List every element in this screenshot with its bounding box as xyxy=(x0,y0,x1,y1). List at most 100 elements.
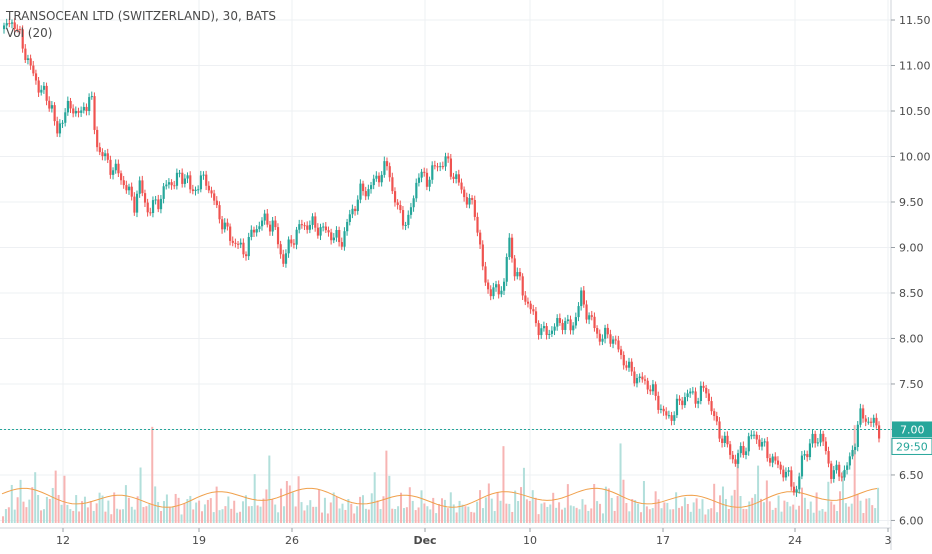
candle xyxy=(274,220,277,228)
candle xyxy=(64,112,67,123)
volume-bar xyxy=(642,481,645,523)
volume-bar xyxy=(376,500,379,523)
volume-bar xyxy=(359,496,362,523)
volume-bar xyxy=(616,496,619,523)
candle xyxy=(354,208,357,212)
volume-bar xyxy=(704,514,707,523)
candle xyxy=(463,189,466,198)
volume-bar xyxy=(798,505,801,523)
candle xyxy=(431,165,434,180)
candle xyxy=(420,171,423,178)
volume-bar xyxy=(303,510,306,523)
candle xyxy=(319,227,322,236)
candle xyxy=(98,147,101,153)
candle xyxy=(776,460,780,465)
volume-bar xyxy=(607,488,610,523)
candle xyxy=(53,105,56,122)
volume-bar xyxy=(853,425,856,523)
candle xyxy=(651,384,655,392)
candle xyxy=(181,172,184,184)
volume-bar xyxy=(136,496,139,523)
volume-bar xyxy=(332,492,335,523)
candle xyxy=(628,361,631,368)
candle xyxy=(69,100,72,109)
volume-bar xyxy=(686,503,689,523)
candle xyxy=(362,183,365,192)
candle xyxy=(96,129,99,148)
candle xyxy=(215,200,218,206)
volume-bar xyxy=(221,509,224,523)
candle xyxy=(569,319,572,331)
volume-bar xyxy=(402,508,405,523)
candle xyxy=(755,434,758,440)
candle xyxy=(202,174,205,176)
candle xyxy=(606,327,609,335)
volume-bar xyxy=(280,488,283,523)
volume-bar xyxy=(710,508,713,523)
volume-bar xyxy=(294,506,297,523)
volume-bar xyxy=(487,483,490,523)
candle xyxy=(189,175,192,190)
countdown-label: 29:50 xyxy=(896,440,928,453)
volume-bar xyxy=(441,498,443,523)
candle xyxy=(218,205,221,220)
candle xyxy=(247,236,250,257)
volume-bar xyxy=(856,493,859,523)
candle xyxy=(242,242,245,255)
volume-bar xyxy=(101,495,104,523)
volume-bar xyxy=(180,514,183,523)
candle xyxy=(311,216,314,225)
volume-bar xyxy=(543,502,546,523)
candle xyxy=(447,156,450,159)
volume-bar xyxy=(719,495,722,523)
candle xyxy=(630,361,633,372)
volume-bar xyxy=(546,506,549,523)
candle xyxy=(109,159,112,175)
volume-bar xyxy=(417,507,420,523)
x-tick-label: 24 xyxy=(788,534,802,547)
volume-bar xyxy=(391,508,394,523)
candle xyxy=(34,73,38,81)
y-tick-label: 10.50 xyxy=(899,105,931,118)
volume-bar xyxy=(10,484,13,523)
candle xyxy=(601,338,604,342)
candle xyxy=(229,226,232,241)
candle xyxy=(635,378,639,384)
candle xyxy=(37,80,40,93)
volume-bar xyxy=(455,512,458,523)
countdown-badge xyxy=(891,437,932,455)
volume-bar xyxy=(777,495,780,523)
volume-bar xyxy=(277,512,280,523)
volume-bar xyxy=(344,509,347,523)
volume-bar xyxy=(768,501,771,523)
candle xyxy=(18,29,22,31)
volume-bar xyxy=(847,506,850,523)
volume-bar xyxy=(859,500,862,523)
volume-bar xyxy=(479,490,482,523)
candle xyxy=(120,173,123,181)
volume-bar xyxy=(713,483,716,523)
candle xyxy=(388,166,391,178)
candle xyxy=(77,110,80,113)
volume-bar xyxy=(824,511,827,523)
volume-bar xyxy=(569,505,572,523)
y-tick-label: 7.50 xyxy=(899,378,924,391)
volume-bar xyxy=(104,511,107,523)
volume-bar xyxy=(318,489,321,523)
candle xyxy=(588,315,591,320)
candle xyxy=(10,22,14,24)
volume-bar xyxy=(271,499,274,523)
candle xyxy=(308,224,312,230)
volume-bar xyxy=(364,508,367,523)
candle xyxy=(827,451,830,464)
candle xyxy=(85,106,88,112)
candle xyxy=(556,318,559,327)
volume-bar xyxy=(397,506,400,523)
candle xyxy=(782,469,785,478)
volume-bar xyxy=(265,489,268,523)
candle xyxy=(460,182,463,190)
volume-bar xyxy=(86,507,89,523)
volume-bar xyxy=(420,490,423,523)
